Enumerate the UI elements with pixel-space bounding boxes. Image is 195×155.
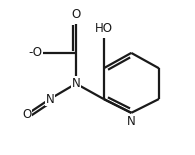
Text: N: N	[127, 115, 136, 128]
Text: -O: -O	[28, 46, 42, 59]
Text: N: N	[45, 93, 54, 106]
Text: N: N	[72, 77, 80, 90]
Text: HO: HO	[95, 22, 113, 35]
Text: HO: HO	[95, 22, 113, 35]
Text: O: O	[22, 108, 31, 121]
Text: O: O	[71, 8, 81, 21]
